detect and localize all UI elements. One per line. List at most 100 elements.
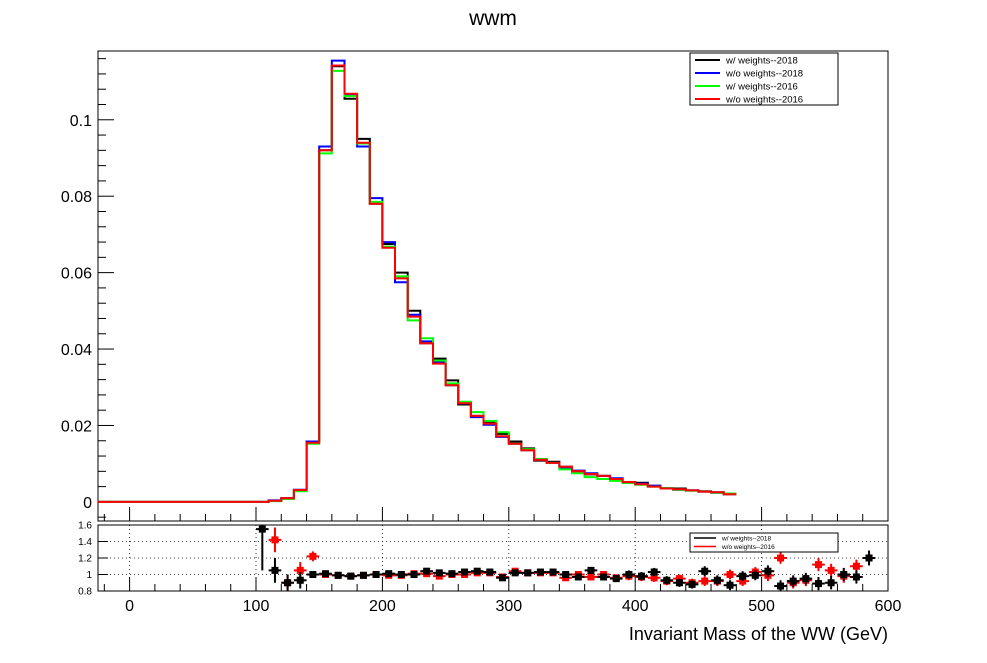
ratio-marker	[638, 572, 646, 580]
ratio-marker	[359, 571, 367, 579]
ratio-marker	[284, 579, 292, 587]
ratio-marker	[701, 577, 709, 585]
ratio-marker	[865, 554, 873, 562]
ratio-marker	[789, 577, 797, 585]
top-legend-label: w/o weights--2016	[725, 95, 803, 106]
ratio-marker	[612, 575, 620, 583]
top-series-line	[98, 64, 737, 503]
ratio-y-tick-label: 1.6	[78, 521, 92, 532]
top-panel-frame	[97, 50, 889, 522]
ratio-marker	[258, 525, 266, 533]
ratio-grid	[98, 525, 888, 591]
ratio-y-tick-label: 1.2	[78, 554, 92, 565]
ratio-marker	[587, 573, 595, 581]
ratio-y-tick-label: 1	[86, 570, 92, 581]
ratio-marker	[802, 575, 810, 583]
ratio-marker	[322, 570, 330, 578]
ratio-marker	[271, 566, 279, 574]
top-series-line	[98, 59, 737, 503]
ratio-marker	[498, 574, 506, 582]
top-y-tick-label: 0	[83, 495, 92, 512]
ratio-series-group	[256, 525, 876, 591]
ratio-x-tick-label: 500	[748, 598, 775, 615]
ratio-marker	[726, 581, 734, 589]
ratio-marker	[587, 566, 595, 574]
ratio-marker	[688, 580, 696, 588]
top-y-tick-label: 0.1	[70, 113, 92, 130]
ratio-marker	[309, 552, 317, 560]
ratio-y-tick-label: 1.4	[78, 537, 92, 548]
ratio-x-tick-label: 400	[622, 598, 649, 615]
ratio-marker	[739, 572, 747, 580]
ratio-marker	[536, 568, 544, 576]
ratio-x-tick-label: 0	[125, 598, 134, 615]
ratio-marker	[751, 571, 759, 579]
ratio-x-tick-label: 600	[875, 598, 902, 615]
ratio-marker	[840, 571, 848, 578]
ratio-marker	[473, 567, 481, 575]
ratio-marker	[574, 573, 582, 581]
ratio-marker	[423, 567, 431, 575]
ratio-marker	[397, 571, 405, 578]
x-axis-label: Invariant Mass of the WW (GeV)	[629, 624, 888, 644]
top-legend: w/ weights--2018 w/o weights--2018 w/ weig…	[689, 52, 839, 106]
top-y-tick-label: 0.02	[61, 418, 92, 435]
ratio-marker	[309, 571, 317, 578]
top-series-line	[98, 65, 737, 503]
ratio-marker	[814, 561, 822, 569]
ratio-marker	[713, 576, 721, 584]
top-legend-label: w/ weights--2016	[725, 82, 798, 93]
ratio-y-axis: 0.8 1 1.2 1.4 1.6	[78, 521, 108, 598]
ratio-marker	[764, 567, 772, 575]
top-legend-label: w/o weights--2018	[725, 69, 803, 80]
ratio-marker	[410, 571, 418, 578]
ratio-legend-box	[689, 532, 839, 553]
ratio-marker	[675, 579, 683, 587]
chart-title: wwm	[468, 7, 517, 30]
ratio-x-tick-label: 100	[243, 598, 270, 615]
ratio-marker	[650, 574, 658, 582]
ratio-marker	[625, 571, 633, 578]
ratio-marker	[334, 571, 342, 579]
ratio-marker	[511, 569, 519, 577]
top-y-tick-label: 0.06	[61, 266, 92, 283]
ratio-marker	[852, 562, 860, 570]
ratio-marker	[372, 571, 380, 578]
ratio-marker	[549, 568, 557, 576]
ratio-marker	[777, 582, 785, 590]
ratio-marker	[448, 570, 456, 578]
ratio-marker	[296, 576, 304, 584]
top-series-line	[98, 69, 737, 503]
top-legend-box	[689, 52, 839, 106]
top-legend-label: w/ weights--2018	[725, 56, 798, 67]
ratio-legend-label: w/ weights--2018	[721, 536, 772, 543]
ratio-legend-label: w/o weights--2016	[721, 544, 775, 551]
ratio-x-tick-label: 300	[495, 598, 522, 615]
top-y-tick-label: 0.04	[61, 342, 92, 359]
ratio-marker	[486, 568, 494, 576]
ratio-marker	[852, 573, 860, 581]
ratio-x-axis: 0 100 200 300 400 500 600	[103, 577, 902, 615]
ratio-marker	[435, 569, 443, 577]
ratio-points-group	[256, 525, 876, 591]
ratio-marker	[600, 573, 608, 581]
ratio-x-tick-label: 200	[369, 598, 396, 615]
ratio-marker	[461, 568, 469, 576]
top-x-ticks	[103, 507, 889, 521]
ratio-marker	[296, 566, 304, 574]
ratio-marker	[524, 569, 532, 577]
ratio-y-tick-label: 0.8	[78, 587, 92, 598]
top-y-axis: 0 0.02 0.04 0.06 0.08 0.1	[61, 58, 114, 518]
ratio-marker	[347, 572, 355, 580]
ratio-marker	[650, 568, 658, 576]
ratio-marker	[827, 566, 835, 574]
ratio-marker	[562, 571, 570, 578]
ratio-marker	[777, 554, 785, 562]
ratio-marker	[701, 567, 709, 575]
ratio-marker	[663, 576, 671, 584]
ratio-marker	[827, 579, 835, 587]
top-series-group	[98, 59, 737, 503]
